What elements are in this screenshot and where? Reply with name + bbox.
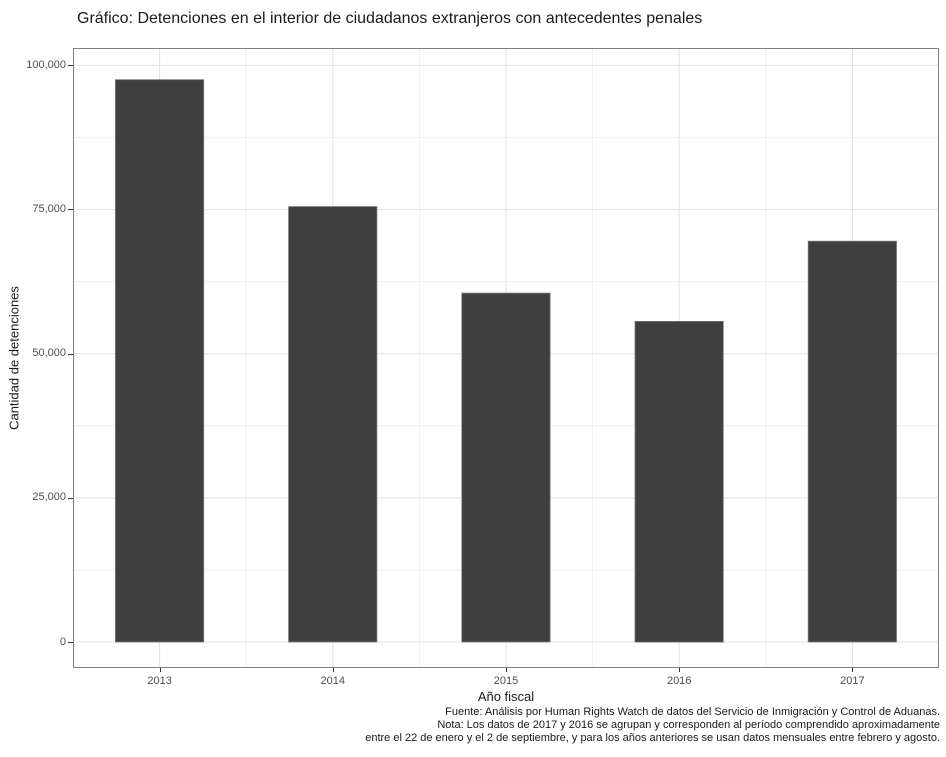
source-caption: Fuente: Análisis por Human Rights Watch …	[365, 706, 940, 745]
y-tick-mark	[68, 497, 73, 499]
x-tick-label-2014: 2014	[320, 675, 346, 687]
x-tick-label-2013: 2013	[147, 675, 172, 687]
y-tick-mark	[68, 209, 73, 211]
x-tick-label-2017: 2017	[840, 675, 865, 687]
y-tick-label: 75,000	[32, 202, 66, 215]
caption-line-note-1: Nota: Los datos de 2017 y 2016 se agrupa…	[437, 719, 940, 731]
panel-border	[73, 48, 939, 668]
y-tick-label: 25,000	[32, 491, 66, 504]
x-tick-mark	[159, 668, 161, 672]
bar-2015	[461, 292, 551, 643]
x-tick-label-2015: 2015	[493, 675, 519, 687]
caption-line-source: Fuente: Análisis por Human Rights Watch …	[445, 706, 940, 718]
caption-line-note-2: entre el 22 de enero y el 2 de septiembr…	[365, 732, 940, 744]
x-axis-title: Año fiscal	[477, 689, 535, 704]
y-tick-label: 50,000	[32, 347, 66, 360]
y-tick-label: 100,000	[26, 58, 66, 71]
x-tick-mark	[679, 668, 681, 672]
y-tick-mark	[68, 642, 73, 644]
x-tick-mark	[332, 668, 334, 672]
y-tick-label: 0	[59, 635, 66, 648]
x-tick-mark	[852, 668, 854, 672]
bar-2013	[115, 79, 205, 643]
y-tick-mark	[68, 353, 73, 355]
y-tick-mark	[68, 65, 73, 67]
x-tick-mark	[506, 668, 507, 672]
bar-2017	[807, 240, 897, 643]
plot-panel	[73, 48, 939, 668]
bar-2016	[634, 320, 724, 643]
x-tick-label-2016: 2016	[666, 675, 692, 687]
chart-title: Gráfico: Detenciones en el interior de c…	[77, 10, 703, 27]
bar-2014	[288, 206, 378, 643]
